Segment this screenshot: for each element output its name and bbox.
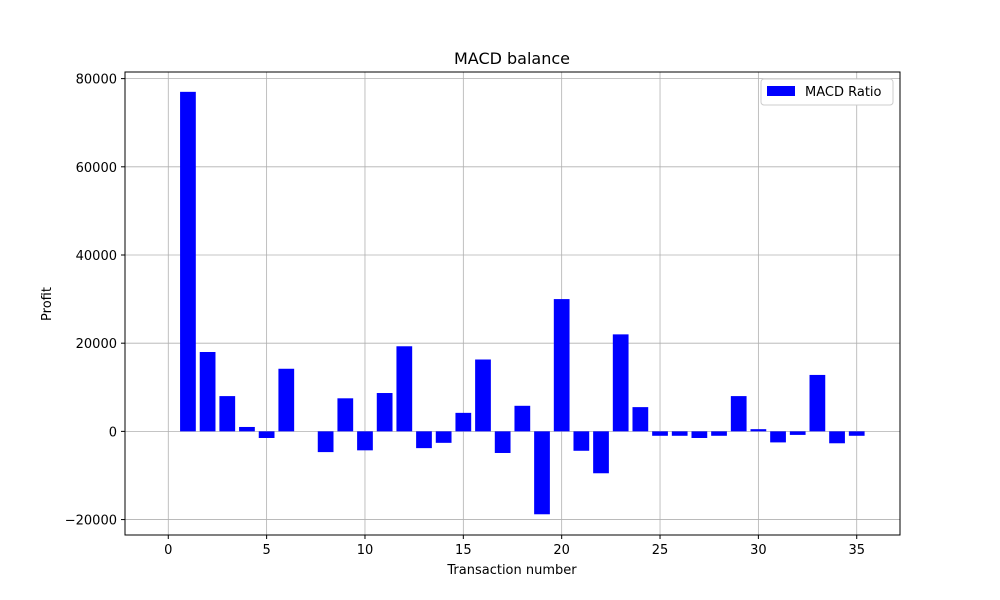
bar — [337, 398, 354, 432]
legend-label: MACD Ratio — [805, 85, 882, 100]
bar — [593, 431, 609, 474]
bar — [514, 405, 531, 432]
bar — [219, 396, 236, 432]
bar — [396, 346, 413, 432]
plot-background — [125, 72, 900, 535]
x-tick-label: 30 — [750, 543, 767, 558]
bar — [848, 431, 865, 436]
bar — [573, 431, 590, 451]
y-tick-label: 60000 — [76, 161, 117, 176]
bar — [435, 431, 452, 443]
bar — [671, 431, 688, 436]
bar — [553, 299, 570, 432]
bar — [691, 431, 708, 438]
x-tick-label: 20 — [553, 543, 570, 558]
x-tick-label: 0 — [164, 543, 172, 558]
bar — [730, 396, 747, 432]
bar — [258, 431, 275, 438]
bar — [455, 412, 472, 432]
bars — [180, 91, 865, 515]
bar — [239, 426, 255, 432]
ticks: 0 5 10 15 20 25 30 35 −20000 0 20000 40000 60000 8000… — [65, 73, 865, 558]
bar — [711, 431, 727, 436]
bar — [534, 431, 550, 515]
x-tick-label: 25 — [652, 543, 669, 558]
bar — [376, 393, 393, 432]
x-tick-label: 5 — [262, 543, 270, 558]
bar — [317, 431, 334, 453]
bar — [494, 431, 511, 453]
plot-frame — [124, 71, 901, 536]
x-axis-label: Transaction number — [446, 563, 577, 578]
legend-box — [760, 78, 894, 106]
x-tick-label: 35 — [848, 543, 865, 558]
chart-title: MACD balance — [454, 49, 570, 68]
bar — [652, 431, 668, 436]
bar — [750, 429, 767, 432]
x-tick-label: 10 — [357, 543, 374, 558]
bar — [770, 431, 786, 443]
bar — [829, 431, 845, 444]
bar — [357, 431, 373, 451]
bar — [632, 407, 649, 432]
bar — [612, 334, 629, 432]
bar — [809, 374, 826, 432]
y-tick-label: −20000 — [65, 514, 117, 529]
legend: MACD Ratio — [760, 78, 894, 106]
bar — [278, 368, 295, 432]
bar — [789, 431, 806, 435]
bar — [416, 431, 432, 449]
bar — [180, 91, 196, 432]
legend-swatch — [767, 86, 795, 96]
y-tick-label: 40000 — [76, 249, 117, 264]
y-tick-label: 20000 — [76, 337, 117, 352]
x-tick-label: 15 — [455, 543, 472, 558]
y-tick-label: 80000 — [76, 73, 117, 88]
y-tick-label: 0 — [109, 425, 117, 440]
y-axis-label: Profit — [40, 287, 55, 321]
bar — [199, 352, 216, 432]
bar — [475, 359, 491, 432]
